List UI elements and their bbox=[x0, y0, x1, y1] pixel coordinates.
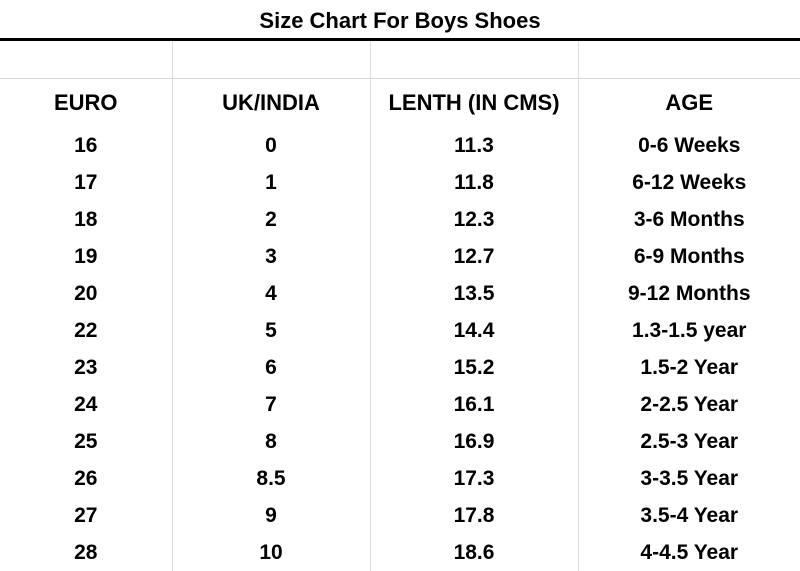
chart-title: Size Chart For Boys Shoes bbox=[0, 0, 800, 41]
uk-india-size-cell: 6 bbox=[172, 349, 371, 386]
euro-size-cell: 27 bbox=[0, 497, 173, 534]
length-cell: 12.7 bbox=[370, 238, 579, 275]
age-cell: 9-12 Months bbox=[627, 281, 751, 305]
table-row: 25 8 16.9 2.5-3 Year bbox=[0, 423, 800, 460]
euro-size-cell: 19 bbox=[0, 238, 173, 275]
euro-size-cell: 23 bbox=[0, 349, 173, 386]
age-cell: 2-2.5 Year bbox=[640, 392, 739, 416]
age-cell: 1.5-2 Year bbox=[640, 355, 739, 379]
table-row: 17 1 11.8 6-12 Weeks bbox=[0, 164, 800, 201]
euro-size-cell: 22 bbox=[0, 312, 173, 349]
table-row: 22 5 14.4 1.3-1.5 year bbox=[0, 312, 800, 349]
table-row: 28 10 18.6 4-4.5 Year bbox=[0, 534, 800, 571]
uk-india-size-cell: 7 bbox=[172, 386, 371, 423]
euro-size-cell: 16 bbox=[0, 127, 173, 164]
length-cell: 15.2 bbox=[370, 349, 579, 386]
age-cell: 1.3-1.5 year bbox=[632, 318, 747, 342]
uk-india-size-cell: 10 bbox=[172, 534, 371, 571]
column-header-euro: EURO bbox=[0, 78, 173, 127]
size-table: EURO UK/INDIA LENTH (IN CMS) AGE 16 0 11.3… bbox=[0, 41, 800, 571]
uk-india-size-cell: 8 bbox=[172, 423, 371, 460]
uk-india-size-cell: 9 bbox=[172, 497, 371, 534]
column-header-length: LENTH (IN CMS) bbox=[370, 78, 579, 127]
header-row: EURO UK/INDIA LENTH (IN CMS) AGE bbox=[0, 78, 800, 127]
blank-cell bbox=[370, 41, 579, 79]
length-cell: 17.8 bbox=[370, 497, 579, 534]
euro-size-cell: 28 bbox=[0, 534, 173, 571]
column-header-age: AGE bbox=[665, 90, 714, 115]
euro-size-cell: 24 bbox=[0, 386, 173, 423]
table-row: 26 8.5 17.3 3-3.5 Year bbox=[0, 460, 800, 497]
age-cell: 2.5-3 Year bbox=[640, 429, 739, 453]
table-row: 24 7 16.1 2-2.5 Year bbox=[0, 386, 800, 423]
table-row: 23 6 15.2 1.5-2 Year bbox=[0, 349, 800, 386]
blank-cell bbox=[0, 41, 173, 79]
length-cell: 18.6 bbox=[370, 534, 579, 571]
euro-size-cell: 17 bbox=[0, 164, 173, 201]
length-cell: 11.3 bbox=[370, 127, 579, 164]
blank-cell bbox=[172, 41, 371, 79]
age-cell: 4-4.5 Year bbox=[640, 540, 739, 564]
age-cell: 0-6 Weeks bbox=[638, 133, 741, 157]
euro-size-cell: 26 bbox=[0, 460, 173, 497]
length-cell: 11.8 bbox=[370, 164, 579, 201]
uk-india-size-cell: 5 bbox=[172, 312, 371, 349]
blank-row bbox=[0, 41, 800, 79]
uk-india-size-cell: 8.5 bbox=[172, 460, 371, 497]
euro-size-cell: 20 bbox=[0, 275, 173, 312]
age-cell: 6-9 Months bbox=[633, 244, 745, 268]
table-row: 18 2 12.3 3-6 Months bbox=[0, 201, 800, 238]
length-cell: 12.3 bbox=[370, 201, 579, 238]
table-row: 27 9 17.8 3.5-4 Year bbox=[0, 497, 800, 534]
table-row: 16 0 11.3 0-6 Weeks bbox=[0, 127, 800, 164]
age-cell: 3.5-4 Year bbox=[640, 503, 739, 527]
uk-india-size-cell: 1 bbox=[172, 164, 371, 201]
table-row: 20 4 13.5 9-12 Months bbox=[0, 275, 800, 312]
uk-india-size-cell: 3 bbox=[172, 238, 371, 275]
uk-india-size-cell: 0 bbox=[172, 127, 371, 164]
length-cell: 16.1 bbox=[370, 386, 579, 423]
table-row: 19 3 12.7 6-9 Months bbox=[0, 238, 800, 275]
euro-size-cell: 25 bbox=[0, 423, 173, 460]
length-cell: 17.3 bbox=[370, 460, 579, 497]
age-cell: 6-12 Weeks bbox=[632, 170, 747, 194]
age-cell: 3-3.5 Year bbox=[640, 466, 739, 490]
euro-size-cell: 18 bbox=[0, 201, 173, 238]
uk-india-size-cell: 2 bbox=[172, 201, 371, 238]
length-cell: 14.4 bbox=[370, 312, 579, 349]
length-cell: 16.9 bbox=[370, 423, 579, 460]
blank-cell bbox=[578, 41, 800, 79]
column-header-uk-india: UK/INDIA bbox=[172, 78, 371, 127]
age-cell: 3-6 Months bbox=[633, 207, 745, 231]
uk-india-size-cell: 4 bbox=[172, 275, 371, 312]
length-cell: 13.5 bbox=[370, 275, 579, 312]
